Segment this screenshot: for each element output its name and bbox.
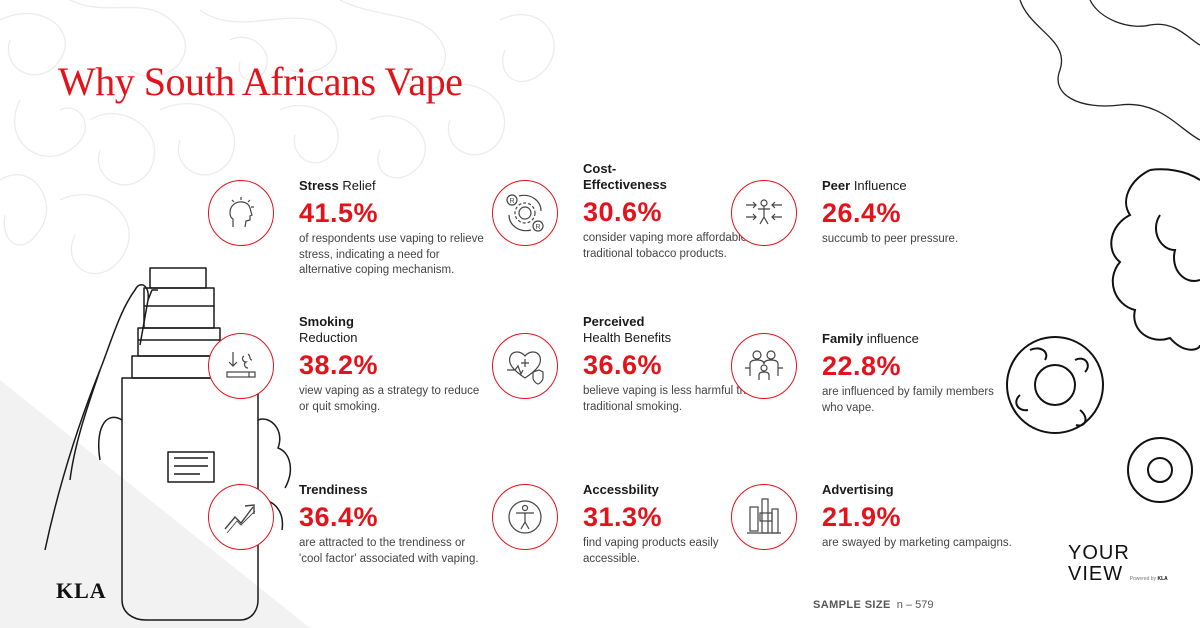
stat-value: 26.4%	[822, 198, 902, 228]
trend-arrow-icon	[208, 484, 274, 550]
stat-value: 22.8%	[822, 351, 902, 381]
stat-description: find vaping products easily accessible.	[583, 537, 719, 565]
stat-value: 31.3%	[583, 502, 663, 532]
svg-text:R: R	[536, 224, 541, 231]
svg-text:R: R	[510, 198, 515, 205]
cigarette-reduce-icon	[208, 333, 274, 399]
stat-description: are swayed by marketing campaigns.	[822, 537, 1012, 549]
stat-heading: Cost- Effectiveness	[583, 161, 667, 192]
accessibility-icon	[492, 484, 558, 550]
stat-heading: Trendiness	[299, 482, 368, 497]
sample-size-label: SAMPLE SIZE	[813, 599, 891, 611]
heart-health-icon	[492, 333, 558, 399]
page-title: Why South Africans Vape	[58, 59, 463, 104]
stat-heading: Family influence	[822, 331, 919, 346]
powered-by: Powered by KLA	[1129, 576, 1168, 582]
stat-value: 38.2%	[299, 350, 379, 380]
stat-heading: Perceived Health Benefits	[583, 314, 672, 345]
stat-heading: Advertising	[822, 482, 894, 497]
stat-value: 21.9%	[822, 502, 902, 532]
stat-heading: Smoking Reduction	[299, 314, 358, 345]
stat-description: are influenced by family members who vap…	[822, 386, 994, 414]
billboard-icon	[731, 484, 797, 550]
stat-description: consider vaping more affordable than tra…	[583, 232, 773, 260]
sample-size: SAMPLE SIZE n – 579	[813, 599, 933, 611]
stat-description: of respondents use vaping to relieve str…	[299, 233, 484, 276]
stat-value: 36.6%	[583, 350, 663, 380]
family-icon	[731, 333, 797, 399]
stat-description: view vaping as a strategy to reduce or q…	[299, 385, 480, 413]
kla-logo: KLA	[56, 578, 107, 603]
sample-size-value: n – 579	[896, 599, 934, 611]
stat-value: 41.5%	[299, 198, 379, 228]
stat-heading: Stress Relief	[299, 178, 376, 193]
stat-heading: Accessbility	[583, 482, 659, 497]
stat-value: 36.4%	[299, 502, 379, 532]
stat-heading: Peer Influence	[822, 178, 907, 193]
head-stress-icon	[208, 180, 274, 246]
stat-description: believe vaping is less harmful than trad…	[583, 385, 759, 413]
stat-description: are attracted to the trendiness or 'cool…	[299, 537, 479, 565]
stat-value: 30.6%	[583, 197, 663, 227]
yourview-logo: YOUR VIEW Powered by KLA	[1068, 542, 1168, 585]
stat-description: succumb to peer pressure.	[822, 233, 959, 245]
peer-pressure-icon	[731, 180, 797, 246]
